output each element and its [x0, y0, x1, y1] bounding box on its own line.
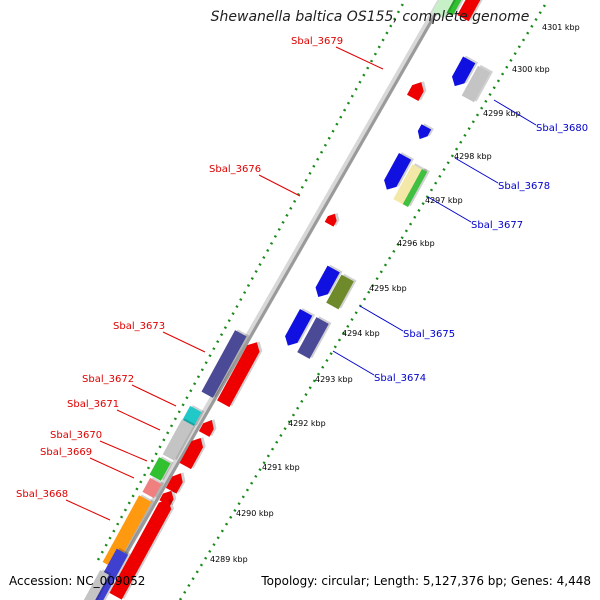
gene-label-Sbal_3674: Sbal_3674 — [374, 373, 426, 384]
genome-summary-text: Topology: circular; Length: 5,127,376 bp… — [261, 574, 591, 588]
gene-arrow-9 — [384, 152, 414, 190]
accession-text: Accession: NC_009052 — [9, 574, 146, 588]
leader-line-Sbal_3678 — [454, 157, 499, 184]
gene-label-Sbal_3675: Sbal_3675 — [403, 329, 455, 340]
gene-arrow-21 — [179, 437, 206, 470]
tick-label-4290: 4290 kbp — [236, 509, 274, 518]
gene-label-Sbal_3668: Sbal_3668 — [16, 489, 68, 500]
gene-label-Sbal_3673: Sbal_3673 — [113, 321, 165, 332]
tick-label-4292: 4292 kbp — [288, 419, 326, 428]
gene-arrow-3 — [432, 0, 459, 19]
leader-line-Sbal_3674 — [332, 350, 375, 376]
tick-label-4300: 4300 kbp — [512, 65, 550, 74]
gene-arrow-12 — [315, 264, 343, 298]
gene-arrow-11 — [402, 168, 430, 207]
gene-arrow-24 — [142, 477, 165, 499]
gene-arrow-25 — [159, 490, 177, 507]
gene-arrow-16 — [201, 329, 250, 398]
outer-tick-ring — [96, 0, 407, 561]
gene-arrow-6 — [417, 123, 434, 140]
gene-arrow-20 — [198, 419, 217, 437]
gene-label-Sbal_3669: Sbal_3669 — [40, 447, 92, 458]
gene-arrow-22 — [149, 456, 174, 481]
tick-label-4295: 4295 kbp — [369, 284, 407, 293]
gene-label-Sbal_3679: Sbal_3679 — [291, 36, 343, 47]
gene-arrow-15 — [297, 316, 332, 359]
gene-arrow-23 — [165, 472, 186, 494]
gene-arrow-27 — [109, 498, 174, 600]
leader-line-Sbal_3675 — [359, 305, 404, 332]
leader-line-Sbal_3677 — [427, 196, 472, 223]
leader-line-Sbal_3668 — [65, 499, 111, 521]
gene-arrow-17 — [217, 341, 263, 408]
genome-backbone — [97, 0, 446, 600]
leader-line-Sbal_3673 — [162, 331, 206, 353]
gene-arrow-14 — [285, 308, 315, 346]
gene-label-Sbal_3670: Sbal_3670 — [50, 430, 102, 441]
leader-line-Sbal_3672 — [131, 384, 177, 407]
gene-arrow-18 — [182, 405, 205, 427]
leader-line-Sbal_3671 — [116, 409, 161, 431]
tick-label-4293: 4293 kbp — [315, 375, 353, 384]
gene-label-Sbal_3677: Sbal_3677 — [471, 220, 523, 231]
gene-label-Sbal_3671: Sbal_3671 — [67, 399, 119, 410]
gene-arrow-8 — [461, 64, 494, 103]
gene-arrow-19 — [162, 418, 197, 461]
leader-line-Sbal_3679 — [335, 46, 384, 70]
tick-label-4291: 4291 kbp — [262, 463, 300, 472]
tick-label-4297: 4297 kbp — [425, 196, 463, 205]
tick-label-4289: 4289 kbp — [210, 555, 248, 564]
gene-arrow-7 — [452, 55, 479, 87]
gene-arrow-13 — [326, 273, 357, 310]
gene-arrow-4 — [406, 81, 427, 102]
tick-label-4301: 4301 kbp — [542, 23, 580, 32]
tick-label-4298: 4298 kbp — [454, 152, 492, 161]
gene-label-Sbal_3678: Sbal_3678 — [498, 181, 550, 192]
tick-label-4294: 4294 kbp — [342, 329, 380, 338]
gene-arrow-1 — [457, 0, 491, 22]
gene-arrow-5 — [324, 212, 340, 227]
leader-line-Sbal_3669 — [89, 457, 135, 479]
backbone-shadow — [93, 0, 446, 600]
gene-label-Sbal_3672: Sbal_3672 — [82, 374, 134, 385]
leader-line-Sbal_3676 — [258, 174, 301, 197]
tick-label-4299: 4299 kbp — [483, 109, 521, 118]
gene-label-Sbal_3680: Sbal_3680 — [536, 123, 588, 134]
tick-label-4296: 4296 kbp — [397, 239, 435, 248]
map-title: Shewanella baltica OS155, complete genom… — [210, 9, 530, 25]
leader-line-Sbal_3680 — [493, 99, 537, 126]
leader-line-Sbal_3670 — [99, 440, 148, 462]
gene-label-Sbal_3676: Sbal_3676 — [209, 164, 261, 175]
